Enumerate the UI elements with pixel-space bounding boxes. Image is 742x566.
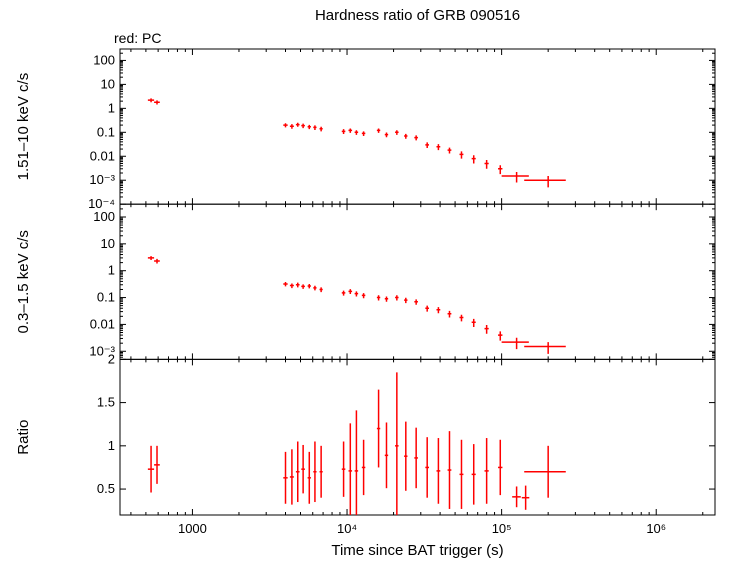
panel-frame bbox=[120, 204, 715, 359]
x-tick-label: 10⁵ bbox=[492, 521, 512, 536]
x-tick-label: 10⁴ bbox=[337, 521, 357, 536]
x-tick-label: 1000 bbox=[178, 521, 207, 536]
y-tick-label: 0.1 bbox=[97, 124, 115, 139]
y-tick-label: 0.01 bbox=[90, 316, 115, 331]
y-tick-label: 0.1 bbox=[97, 290, 115, 305]
chart-svg: Hardness ratio of GRB 090516 red: PC Time … bbox=[0, 0, 742, 566]
y-axis-label: Ratio bbox=[15, 420, 32, 455]
panel-frame bbox=[120, 49, 715, 204]
chart-title: Hardness ratio of GRB 090516 bbox=[315, 7, 520, 24]
y-tick-label: 0.5 bbox=[97, 481, 115, 496]
y-tick-label: 100 bbox=[93, 52, 115, 67]
y-tick-label: 1 bbox=[108, 438, 115, 453]
panel-frame bbox=[120, 359, 715, 515]
data-series bbox=[148, 98, 566, 187]
x-tick-label: 10⁶ bbox=[646, 521, 666, 536]
y-axis-label: 1.51–10 keV c/s bbox=[15, 73, 32, 181]
chart-container: Hardness ratio of GRB 090516 red: PC Time … bbox=[0, 0, 742, 566]
y-tick-label: 1 bbox=[108, 100, 115, 115]
legend-text: red: PC bbox=[114, 30, 161, 46]
y-tick-label: 1 bbox=[108, 263, 115, 278]
data-series bbox=[148, 256, 566, 354]
x-axis-label: Time since BAT trigger (s) bbox=[331, 542, 503, 559]
y-tick-label: 10 bbox=[101, 236, 115, 251]
y-tick-label: 10 bbox=[101, 76, 115, 91]
y-tick-label: 2 bbox=[108, 351, 115, 366]
y-axis-label: 0.3–1.5 keV c/s bbox=[15, 230, 32, 333]
data-series bbox=[148, 372, 566, 531]
y-tick-label: 100 bbox=[93, 209, 115, 224]
y-tick-label: 0.01 bbox=[90, 148, 115, 163]
y-tick-label: 1.5 bbox=[97, 395, 115, 410]
y-tick-label: 10⁻³ bbox=[89, 172, 115, 187]
